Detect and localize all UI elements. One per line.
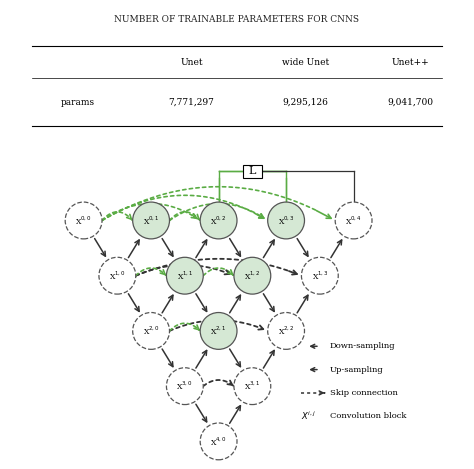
Circle shape (99, 257, 136, 294)
Text: Down-sampling: Down-sampling (329, 342, 395, 350)
Text: Skip connection: Skip connection (329, 389, 398, 397)
Circle shape (301, 257, 338, 294)
Text: $\mathregular{X}^{2,0}$: $\mathregular{X}^{2,0}$ (143, 325, 159, 337)
Text: $\mathregular{X}^{0,0}$: $\mathregular{X}^{0,0}$ (75, 214, 92, 227)
Text: $\mathregular{X}^{3,0}$: $\mathregular{X}^{3,0}$ (176, 380, 193, 393)
Text: $\mathregular{X}^{4,0}$: $\mathregular{X}^{4,0}$ (210, 435, 227, 447)
Text: L: L (249, 166, 256, 176)
Circle shape (133, 312, 170, 349)
Text: $\mathregular{X}^{1,3}$: $\mathregular{X}^{1,3}$ (311, 270, 328, 282)
Text: $\mathregular{X}^{0,4}$: $\mathregular{X}^{0,4}$ (345, 214, 362, 227)
Text: $X^{i,j}$: $X^{i,j}$ (301, 410, 317, 423)
Text: wide Unet: wide Unet (282, 58, 329, 67)
Text: Unet++: Unet++ (391, 58, 428, 67)
Text: 7,771,297: 7,771,297 (169, 98, 214, 106)
Text: $\mathregular{X}^{1,2}$: $\mathregular{X}^{1,2}$ (244, 270, 261, 282)
Text: NUMBER OF TRAINABLE PARAMETERS FOR CNNS: NUMBER OF TRAINABLE PARAMETERS FOR CNNS (115, 15, 359, 24)
Text: $\mathregular{X}^{0,2}$: $\mathregular{X}^{0,2}$ (210, 214, 227, 227)
Text: 9,041,700: 9,041,700 (387, 98, 433, 106)
Text: $\mathregular{X}^{1,1}$: $\mathregular{X}^{1,1}$ (177, 270, 193, 282)
Circle shape (200, 312, 237, 349)
Circle shape (268, 202, 304, 239)
Text: $\mathregular{X}^{0,3}$: $\mathregular{X}^{0,3}$ (278, 214, 294, 227)
Text: $\mathregular{X}^{2,1}$: $\mathregular{X}^{2,1}$ (210, 325, 227, 337)
Circle shape (335, 202, 372, 239)
Circle shape (234, 257, 271, 294)
Text: $\mathregular{X}^{1,0}$: $\mathregular{X}^{1,0}$ (109, 270, 126, 282)
Text: params: params (61, 98, 95, 106)
Text: $\mathregular{X}^{3,1}$: $\mathregular{X}^{3,1}$ (244, 380, 261, 393)
Circle shape (65, 202, 102, 239)
Text: Up-sampling: Up-sampling (329, 366, 383, 374)
Circle shape (234, 368, 271, 405)
Circle shape (268, 312, 304, 349)
Text: Unet: Unet (180, 58, 203, 67)
Circle shape (200, 423, 237, 460)
Text: $\mathregular{X}^{0,1}$: $\mathregular{X}^{0,1}$ (143, 214, 159, 227)
Text: 9,295,126: 9,295,126 (283, 98, 328, 106)
Bar (243, 165, 262, 178)
Circle shape (166, 368, 203, 405)
Circle shape (133, 202, 170, 239)
Circle shape (200, 202, 237, 239)
Text: Convolution block: Convolution block (329, 412, 406, 420)
Circle shape (166, 257, 203, 294)
Text: $\mathregular{X}^{2,2}$: $\mathregular{X}^{2,2}$ (278, 325, 294, 337)
